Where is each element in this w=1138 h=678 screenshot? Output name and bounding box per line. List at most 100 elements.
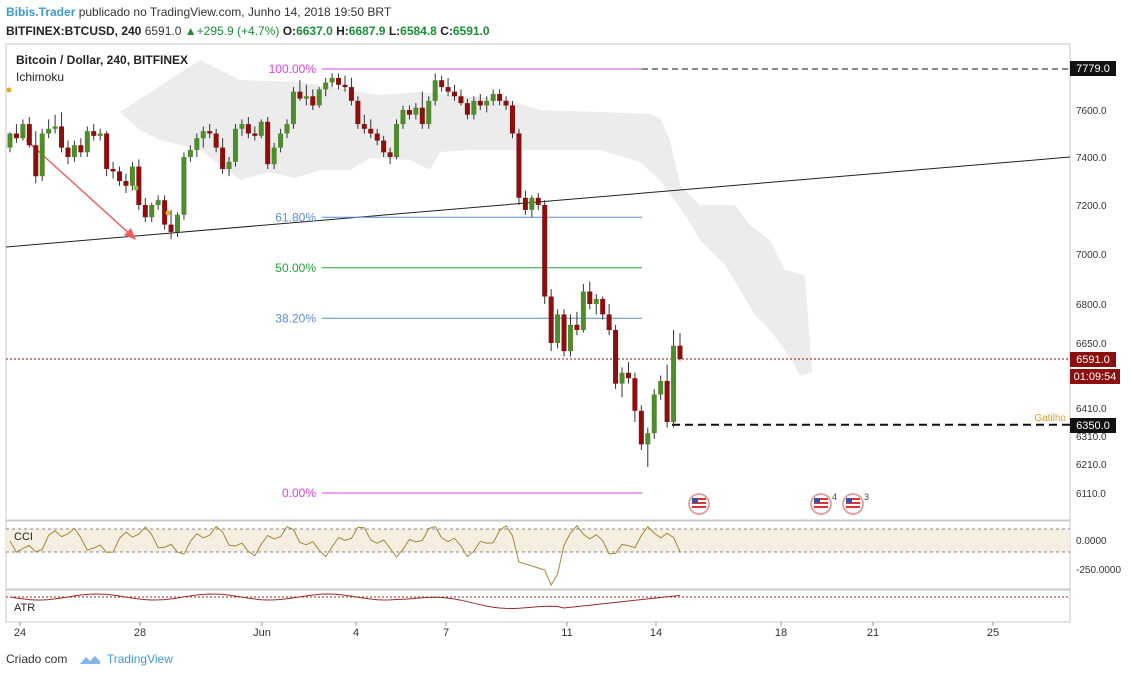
candle (181, 152, 187, 220)
candle (400, 105, 406, 129)
candle (368, 119, 374, 139)
candle (394, 119, 400, 160)
candle (271, 142, 277, 169)
candle (445, 77, 451, 97)
event-count: 4 (832, 492, 837, 502)
cci-label[interactable]: CCI (14, 531, 33, 543)
event-badge-flag-icon[interactable]: 4 (810, 492, 837, 515)
close-value: 6591.0 (452, 24, 490, 38)
candle (606, 304, 612, 336)
candle (26, 117, 32, 148)
cci-band (6, 529, 1070, 552)
fib-level-label: 50.00% (275, 261, 316, 275)
candle (542, 200, 548, 304)
candle (336, 73, 342, 90)
candle (65, 140, 71, 165)
event-badge-flag-icon[interactable]: 3 (842, 492, 869, 515)
candle (142, 197, 148, 223)
open-value: 6637.0 (296, 24, 333, 38)
candle (7, 132, 13, 153)
event-badge-flag-icon[interactable] (688, 493, 710, 515)
price-tick-label: 7400.0 (1076, 153, 1107, 164)
candle (226, 157, 232, 177)
candle (136, 159, 142, 210)
candle (348, 77, 354, 106)
candle (175, 212, 180, 237)
candle (329, 73, 335, 88)
candle (619, 367, 625, 398)
candle (91, 124, 97, 141)
price-axis[interactable]: 7600.0 7400.0 7200.0 7000.0 6800.0 6650.0 6410… (1076, 106, 1107, 500)
candle (129, 161, 135, 191)
fib-level-label: 38.20% (275, 311, 316, 325)
high-label: H: (336, 24, 349, 38)
candle (78, 138, 84, 157)
trigger-annotation[interactable]: Gatilho (1034, 413, 1066, 424)
candle (458, 89, 464, 106)
candle (600, 296, 606, 320)
candle (477, 93, 483, 110)
candle (529, 195, 535, 218)
candle (548, 289, 554, 352)
candle (265, 117, 271, 169)
candle (580, 284, 586, 333)
current-price-text: 6591.0 (1076, 354, 1110, 366)
change-value: +295.9 (+4.7%) (196, 24, 280, 38)
candle (290, 87, 296, 129)
candle (213, 128, 219, 153)
candle (52, 114, 58, 134)
created-label: Criado com (6, 652, 68, 666)
candle (323, 77, 329, 97)
candle (658, 375, 664, 400)
candle (406, 105, 412, 120)
candle (149, 202, 155, 223)
published-text: publicado no TradingView.com, Junho 14, … (78, 5, 392, 19)
author-name[interactable]: Bibis.Trader (6, 5, 76, 19)
candle (355, 96, 361, 129)
candle (677, 333, 683, 361)
footer: Criado com TradingView (6, 652, 173, 666)
candle (651, 389, 657, 439)
candle (593, 294, 599, 315)
candle (39, 128, 45, 181)
fibonacci-retracement[interactable]: 100.00% 61.80% 50.00% 38.20% 0.00% (269, 62, 642, 500)
cci-tick: -250.0000 (1076, 565, 1121, 576)
candle (510, 100, 515, 139)
candle (13, 124, 19, 143)
candle (490, 89, 496, 106)
candle (632, 372, 638, 422)
candles (7, 73, 683, 467)
time-tick-label: Jun (253, 627, 271, 639)
close-label: C: (440, 24, 453, 38)
indicator-label[interactable]: Ichimoku (16, 70, 64, 84)
price-tick-label: 6110.0 (1076, 489, 1106, 500)
candle (104, 131, 110, 177)
candle (464, 98, 470, 120)
candle (187, 145, 193, 162)
countdown-text: 01:09:54 (1074, 371, 1117, 383)
atr-label[interactable]: ATR (14, 602, 35, 614)
brand-link[interactable]: TradingView (106, 652, 173, 666)
candle (46, 119, 52, 139)
symbol-label: BITFINEX:BTCUSD, 240 (6, 24, 142, 38)
candle (645, 427, 651, 467)
up-arrow-icon: ▲ (184, 24, 197, 38)
candle (452, 84, 458, 101)
candle (117, 166, 123, 186)
time-axis[interactable]: 24 28 Jun 4 7 11 14 18 21 25 (14, 622, 999, 639)
candle (574, 311, 580, 336)
open-label: O: (282, 24, 297, 38)
publish-line: Bibis.Trader publicado no TradingView.co… (6, 5, 391, 19)
candle (278, 128, 284, 153)
candle (535, 193, 541, 210)
cci-line (9, 525, 681, 587)
candle (664, 364, 670, 428)
candle (587, 281, 593, 310)
candle (671, 330, 677, 428)
candle (310, 89, 316, 110)
price-tick-label: 6800.0 (1076, 300, 1107, 311)
candle (387, 147, 393, 165)
candle (484, 96, 490, 113)
fib-level-label: 61.80% (275, 210, 316, 224)
